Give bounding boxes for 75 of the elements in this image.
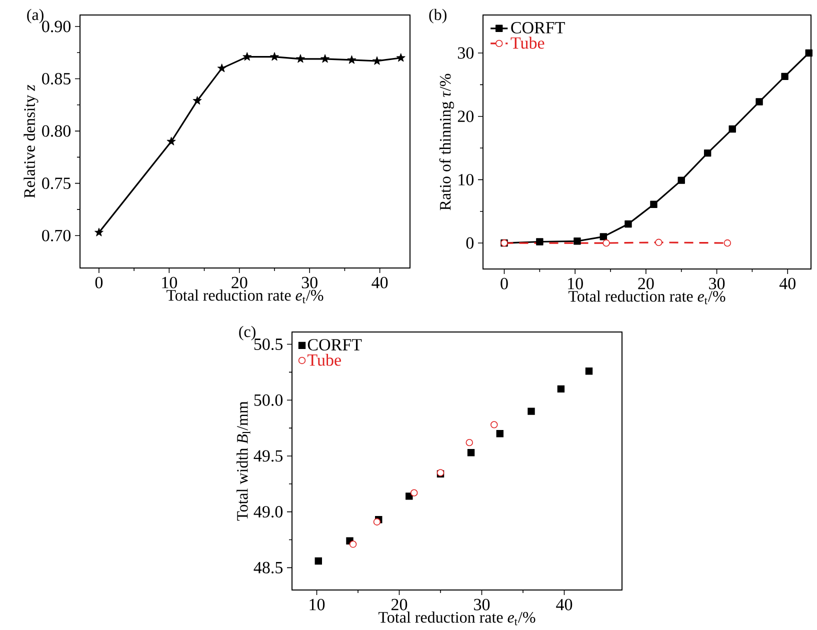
point bbox=[805, 49, 812, 57]
y-tick-label: 30 bbox=[458, 47, 474, 59]
chart-title: (c) bbox=[239, 326, 256, 340]
x-axis-title: Total reduction rate e$_{t}$/% bbox=[166, 289, 324, 304]
chart-title: (a) bbox=[27, 8, 44, 24]
point bbox=[728, 125, 736, 133]
point bbox=[270, 52, 279, 61]
y-tick-label: 20 bbox=[458, 110, 474, 122]
x-tick-label: 0 bbox=[95, 276, 103, 288]
point bbox=[396, 53, 406, 62]
point bbox=[372, 56, 382, 65]
point bbox=[781, 72, 788, 80]
legend-label: CORFT bbox=[308, 339, 362, 351]
point bbox=[496, 430, 504, 438]
legend-label: Tube bbox=[510, 36, 544, 49]
y-tick-label: 50.5 bbox=[254, 338, 283, 350]
legend-label: CORFT bbox=[511, 22, 565, 34]
x-tick-label: 20 bbox=[392, 598, 408, 610]
point bbox=[602, 239, 610, 247]
point bbox=[94, 228, 104, 236]
point bbox=[574, 238, 581, 245]
point bbox=[242, 52, 252, 61]
y-tick-label: 0 bbox=[466, 237, 474, 249]
x-tick-label: 20 bbox=[638, 278, 654, 290]
y-axis-title: Total width B$_{l}$/mm bbox=[236, 401, 250, 521]
x-tick-label: 40 bbox=[779, 278, 796, 290]
x-tick-label: 20 bbox=[232, 276, 248, 288]
x-tick-label: 30 bbox=[302, 276, 318, 288]
x-tick-label: 10 bbox=[162, 276, 178, 288]
y-tick-label: 0.90 bbox=[42, 20, 71, 32]
point bbox=[217, 64, 226, 72]
x-tick-label: 10 bbox=[568, 278, 583, 290]
point bbox=[678, 176, 685, 184]
point bbox=[490, 421, 498, 428]
point bbox=[166, 136, 176, 146]
y-tick-label: 0.70 bbox=[42, 230, 71, 242]
y-tick-label: 0.80 bbox=[42, 125, 71, 137]
x-tick-label: 40 bbox=[372, 276, 388, 288]
x-tick-label: 10 bbox=[310, 598, 325, 610]
point bbox=[724, 239, 732, 247]
x-axis-title: Total reduction rate e$_{t}$/% bbox=[378, 611, 536, 626]
y-axis-title: Relative density z bbox=[24, 84, 38, 198]
y-tick-label: 10 bbox=[458, 174, 474, 186]
x-tick-label: 0 bbox=[500, 278, 508, 290]
point bbox=[536, 238, 544, 246]
x-tick-label: 30 bbox=[474, 598, 490, 610]
x-tick-label: 30 bbox=[709, 278, 725, 290]
y-axis-title: Ratio of thinning τ/% bbox=[439, 74, 454, 210]
point bbox=[624, 220, 632, 228]
point bbox=[600, 233, 608, 240]
point bbox=[655, 238, 662, 246]
point bbox=[704, 149, 712, 157]
point bbox=[756, 98, 763, 106]
point bbox=[585, 367, 593, 375]
point bbox=[296, 54, 305, 63]
legend-label: Tube bbox=[308, 354, 341, 366]
point bbox=[349, 540, 357, 548]
x-tick-label: 40 bbox=[556, 598, 572, 610]
y-tick-label: 0.75 bbox=[42, 178, 71, 190]
point bbox=[557, 385, 565, 393]
chart-title: (b) bbox=[429, 8, 446, 24]
point bbox=[320, 54, 330, 63]
x-axis-title: Total reduction rate e$_{t}$/% bbox=[568, 290, 726, 304]
point bbox=[467, 449, 475, 456]
y-tick-label: 49.5 bbox=[254, 450, 283, 462]
y-tick-label: 49.0 bbox=[254, 506, 283, 518]
point bbox=[192, 96, 202, 105]
point bbox=[650, 200, 658, 208]
point bbox=[347, 55, 356, 64]
point bbox=[528, 408, 535, 415]
point bbox=[314, 557, 322, 565]
y-tick-label: 50.0 bbox=[254, 394, 283, 406]
y-tick-label: 48.5 bbox=[254, 562, 283, 574]
y-tick-label: 0.85 bbox=[42, 72, 71, 85]
point bbox=[410, 489, 418, 496]
